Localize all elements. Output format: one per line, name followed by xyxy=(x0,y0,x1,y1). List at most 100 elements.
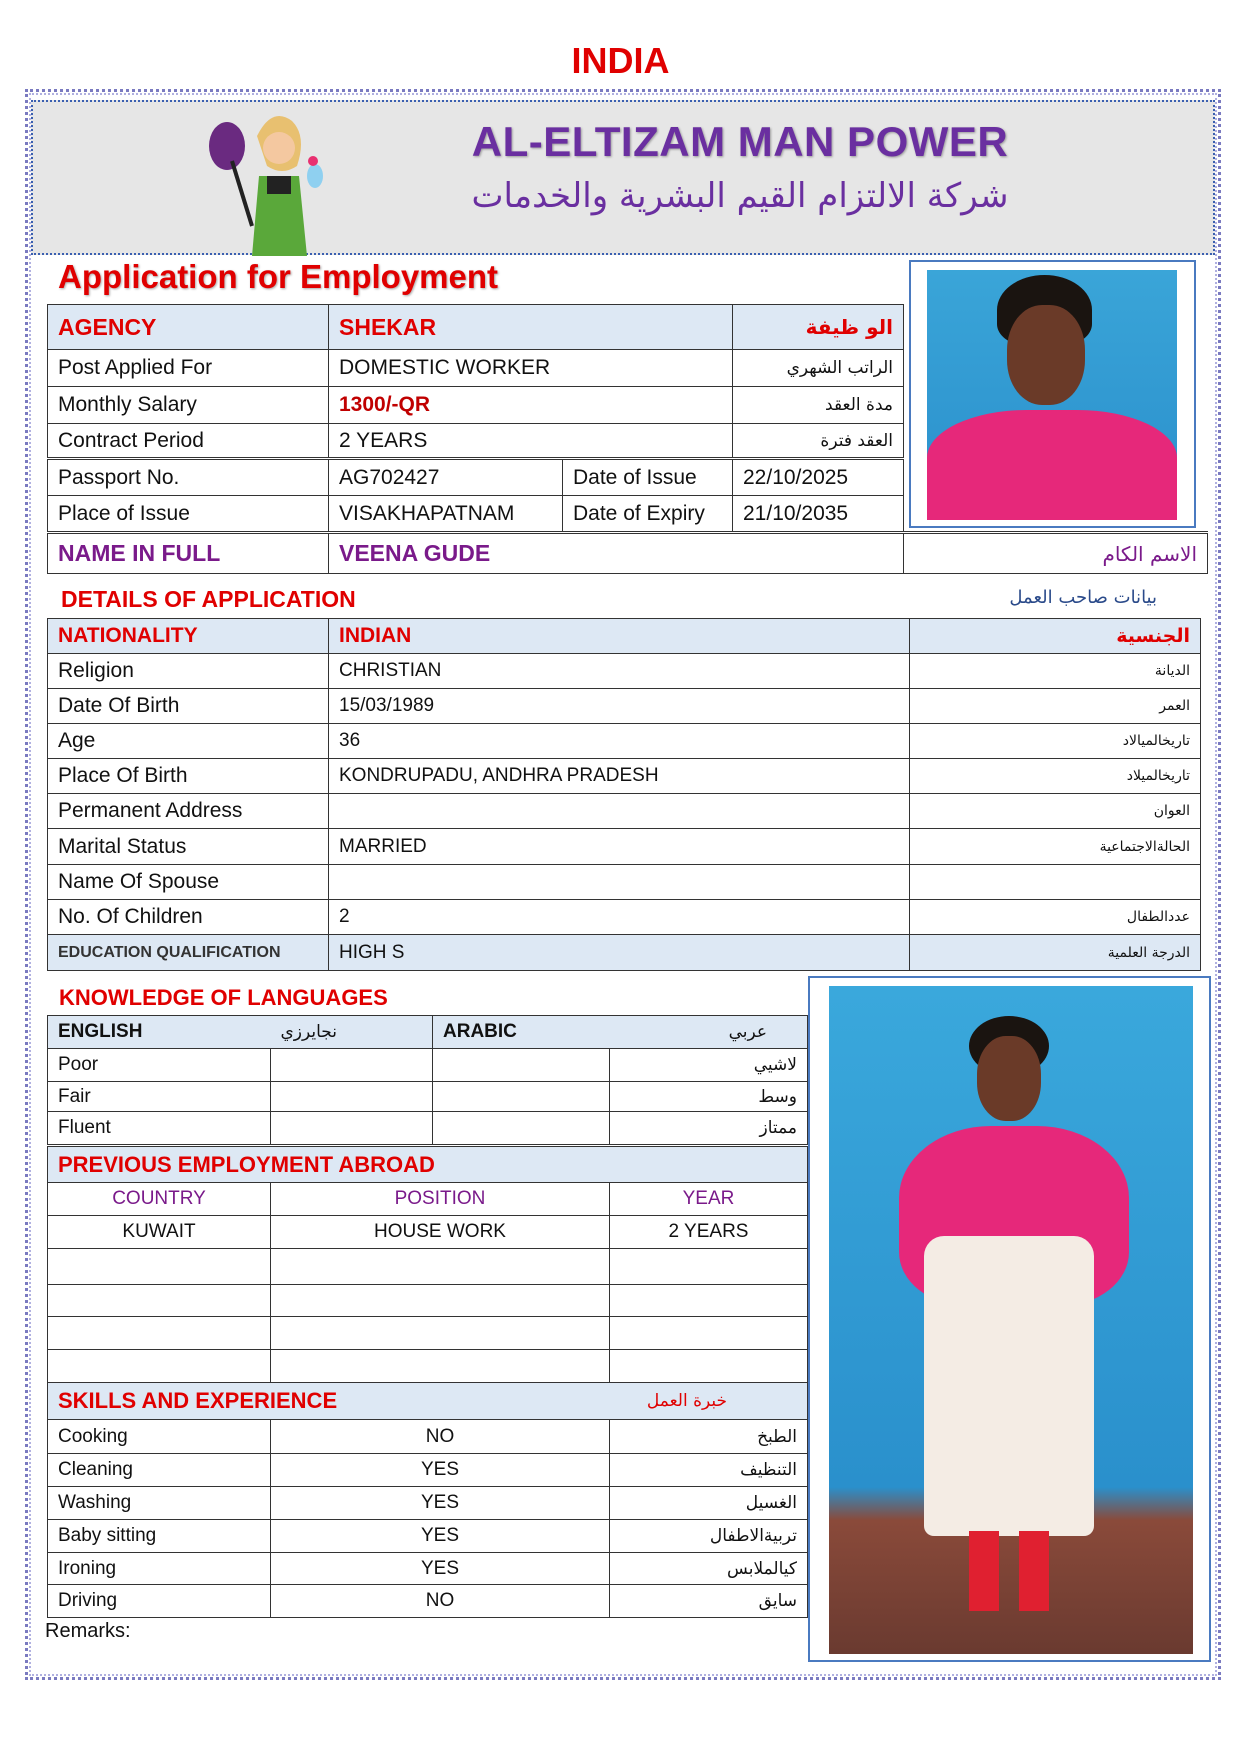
level-arabic: وسط xyxy=(609,1081,808,1112)
skill-label: Baby sitting xyxy=(47,1519,271,1553)
company-header xyxy=(31,100,1215,255)
arabic-header: ARABIC xyxy=(432,1015,610,1049)
application-summary-table: AGENCY SHEKAR الو ظيفة Post Applied For … xyxy=(47,304,904,532)
name-arabic: الاسم الكام xyxy=(903,532,1208,574)
row-label: Place Of Birth xyxy=(47,758,329,794)
salary-value: 1300/-QR xyxy=(328,386,733,424)
row-label: Date Of Birth xyxy=(47,688,329,724)
table-row: Name Of Spouse xyxy=(47,864,1201,900)
arabic-level-cell[interactable] xyxy=(432,1048,610,1082)
skill-label: Ironing xyxy=(47,1552,271,1585)
row-value: DOMESTIC WORKER xyxy=(328,349,733,387)
row-label: Permanent Address xyxy=(47,793,329,829)
row-arabic: العمر xyxy=(909,688,1201,724)
skill-label: Cooking xyxy=(47,1419,271,1454)
row-value: 15/03/1989 xyxy=(328,688,910,724)
details-section-title-arabic: بيانات صاحب العمل xyxy=(1009,587,1157,608)
empty-row xyxy=(47,1248,809,1285)
row-arabic: الديانة xyxy=(909,653,1201,689)
year-cell: 2 YEARS xyxy=(608,1215,809,1249)
skill-arabic: الغسيل xyxy=(608,1486,809,1520)
row-arabic: الراتب الشهري xyxy=(732,349,904,387)
table-row: Monthly Salary 1300/-QR مدة العقد xyxy=(47,386,904,424)
language-level-row: Poor لاشيي xyxy=(47,1048,808,1082)
skill-value: YES xyxy=(270,1519,610,1553)
skill-row: Ironing YES كيالملابس xyxy=(47,1552,809,1585)
row-label: Contract Period xyxy=(47,423,329,459)
skill-arabic: كيالملابس xyxy=(608,1552,809,1585)
details-section-title: DETAILS OF APPLICATION xyxy=(61,586,356,612)
arabic-level-cell[interactable] xyxy=(432,1081,610,1112)
issue-date-value: 22/10/2025 xyxy=(732,458,904,496)
country-header: COUNTRY xyxy=(47,1182,271,1216)
company-name: AL-ELTIZAM MAN POWER xyxy=(471,118,1009,165)
employment-section-title: PREVIOUS EMPLOYMENT ABROAD xyxy=(46,1146,809,1183)
position-header: POSITION xyxy=(270,1182,610,1216)
level-label: Fluent xyxy=(47,1111,271,1145)
table-row: No. Of Children 2 عددالطفال xyxy=(47,899,1201,935)
skill-arabic: الطبخ xyxy=(608,1419,809,1454)
issue-date-label: Date of Issue xyxy=(562,458,733,496)
place-label: Place of Issue xyxy=(47,495,329,532)
skill-value: YES xyxy=(270,1453,610,1487)
skill-value: YES xyxy=(270,1486,610,1520)
full-length-photo xyxy=(829,986,1193,1654)
english-level-cell[interactable] xyxy=(270,1081,433,1112)
passport-photo-frame xyxy=(909,260,1196,528)
skill-arabic: تربيةالاطفال xyxy=(608,1519,809,1553)
place-value: VISAKHAPATNAM xyxy=(328,495,563,532)
row-value xyxy=(328,793,910,829)
passport-label: Passport No. xyxy=(47,458,329,496)
row-value: 2 xyxy=(328,899,910,935)
english-header: ENGLISH xyxy=(47,1015,271,1049)
agency-arabic: الو ظيفة xyxy=(732,304,904,350)
table-row: KUWAIT HOUSE WORK 2 YEARS xyxy=(47,1215,809,1249)
table-row: Date Of Birth 15/03/1989 العمر xyxy=(47,688,1201,724)
row-arabic: العقد فترة xyxy=(732,423,904,459)
row-value: 36 xyxy=(328,723,910,759)
details-table: NATIONALITY INDIAN الجنسية Religion CHRIS… xyxy=(47,618,1201,971)
row-label: Name Of Spouse xyxy=(47,864,329,900)
remarks-label: Remarks: xyxy=(45,1620,131,1642)
row-arabic xyxy=(909,864,1201,900)
skills-section-title: SKILLS AND EXPERIENCE xyxy=(47,1382,610,1420)
empty-row xyxy=(47,1349,809,1383)
skill-row: Baby sitting YES تربيةالاطفال xyxy=(47,1519,809,1553)
row-arabic: تاريخالميالاد xyxy=(909,723,1201,759)
row-label: Post Applied For xyxy=(47,349,329,387)
row-label: Monthly Salary xyxy=(47,386,329,424)
level-label: Fair xyxy=(47,1081,271,1112)
level-arabic: لاشيي xyxy=(609,1048,808,1082)
row-value: CHRISTIAN xyxy=(328,653,910,689)
skill-row: Washing YES الغسيل xyxy=(47,1486,809,1520)
skill-value: YES xyxy=(270,1552,610,1585)
country-heading: INDIA xyxy=(571,40,670,81)
row-value: KONDRUPADU, ANDHRA PRADESH xyxy=(328,758,910,794)
row-arabic: تاريخالميلاد xyxy=(909,758,1201,794)
table-row: Religion CHRISTIAN الديانة xyxy=(47,653,1201,689)
level-label: Poor xyxy=(47,1048,271,1082)
year-header: YEAR xyxy=(608,1182,809,1216)
skill-label: Cleaning xyxy=(47,1453,271,1487)
row-label: Age xyxy=(47,723,329,759)
empty-row xyxy=(47,1284,809,1317)
languages-table: ENGLISH نجايرزي ARABIC عربي Poor لاشيي Fa… xyxy=(47,1015,808,1145)
passport-photo xyxy=(927,270,1177,520)
arabic-header-arabic: عربي xyxy=(609,1015,808,1049)
place-row: Place of Issue VISAKHAPATNAM Date of Exp… xyxy=(47,495,904,532)
skill-arabic: التنظيف xyxy=(608,1453,809,1487)
skill-value: NO xyxy=(270,1419,610,1454)
full-name-table: NAME IN FULL VEENA GUDE الاسم الكام xyxy=(47,531,1208,574)
agency-label: AGENCY xyxy=(47,304,329,350)
table-row: Place Of Birth KONDRUPADU, ANDHRA PRADESH… xyxy=(47,758,1201,794)
english-level-cell[interactable] xyxy=(270,1111,433,1145)
english-level-cell[interactable] xyxy=(270,1048,433,1082)
arabic-level-cell[interactable] xyxy=(432,1111,610,1145)
skill-value: NO xyxy=(270,1584,610,1618)
skill-row: Driving NO سايق xyxy=(47,1584,809,1618)
english-header-arabic: نجايرزي xyxy=(270,1015,433,1049)
education-label: EDUCATION QUALIFICATION xyxy=(47,934,329,971)
nationality-label: NATIONALITY xyxy=(47,618,329,654)
company-name-arabic: شركة الالتزام القيم البشرية والخدمات xyxy=(471,176,1009,216)
nationality-arabic: الجنسية xyxy=(909,618,1201,654)
